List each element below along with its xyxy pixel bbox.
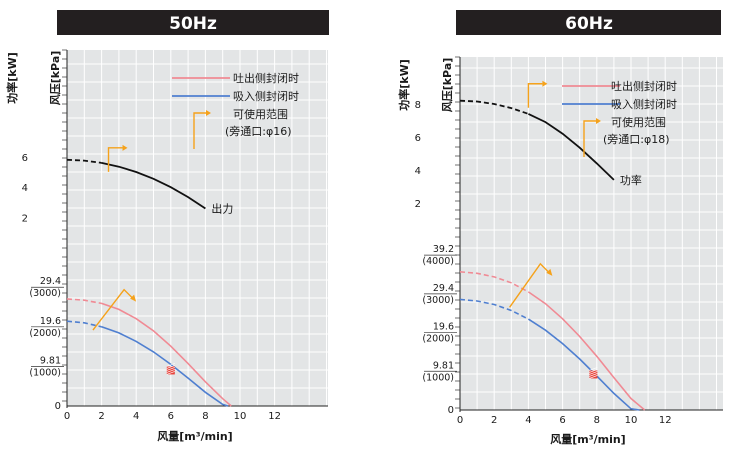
pressure-tick-sublabel: (1000) bbox=[422, 372, 454, 383]
series-line-2 bbox=[528, 113, 615, 181]
test-point-hatch bbox=[166, 369, 175, 373]
series-line-0 bbox=[527, 291, 646, 411]
x-axis-title: 风量[m³/min] bbox=[550, 432, 625, 446]
series-line-dashed-2 bbox=[66, 158, 102, 164]
x-tick-label: 2 bbox=[98, 411, 104, 422]
pressure-tick-label: 29.4 bbox=[40, 276, 61, 287]
pressure-tick-sublabel: (3000) bbox=[29, 288, 61, 299]
test-point-hatch bbox=[589, 373, 598, 377]
x-tick-label: 10 bbox=[234, 411, 247, 422]
series-line-dashed-1 bbox=[66, 320, 102, 328]
x-tick-label: 4 bbox=[133, 411, 139, 422]
x-tick-label: 10 bbox=[625, 415, 638, 426]
usable-range-marker bbox=[527, 83, 543, 108]
series-line-dashed-0 bbox=[459, 271, 529, 293]
legend-label-suction: 吸入侧封闭时 bbox=[233, 89, 299, 103]
x-tick-label: 12 bbox=[268, 411, 281, 422]
legend-label-discharge: 吐出侧封闭时 bbox=[611, 79, 677, 93]
power-tick-label: 2 bbox=[22, 214, 28, 225]
pressure-tick-label: 19.6 bbox=[40, 316, 61, 327]
test-point-marker bbox=[166, 366, 175, 375]
title-bar bbox=[57, 10, 329, 35]
x-tick-label: 8 bbox=[202, 411, 208, 422]
title-bar bbox=[456, 10, 721, 35]
usable-range-bracket-arrow bbox=[546, 268, 553, 276]
power-axis-title: 功率[kW] bbox=[397, 59, 411, 111]
pressure-tick-label: 9.81 bbox=[433, 360, 454, 371]
power-tick-label: 6 bbox=[415, 133, 421, 144]
test-point-hatch bbox=[589, 369, 598, 373]
power-tick-label: 4 bbox=[22, 183, 28, 194]
pressure-tick-sublabel: (1000) bbox=[29, 367, 61, 378]
pressure-tick-sublabel: (4000) bbox=[422, 256, 454, 267]
usable-range-marker-arrow bbox=[542, 80, 548, 87]
pressure-tick-label: 0 bbox=[448, 405, 454, 416]
chart-panel-60hz: 60Hz 0 2 4 6 8 10 12 8 6 4 2 39.2(4000) 29.4(3000) 19.… bbox=[397, 10, 723, 446]
usable-range-marker-arrow bbox=[122, 144, 128, 151]
legend-label-suction: 吸入侧封闭时 bbox=[611, 97, 677, 111]
pressure-tick-label: 0 bbox=[55, 401, 61, 412]
pressure-tick-label: 29.4 bbox=[433, 283, 454, 294]
pressure-tick-label: 19.6 bbox=[433, 322, 454, 333]
x-tick-label: 0 bbox=[64, 411, 70, 422]
legend-label-usable-bypass: (旁通口:φ18) bbox=[603, 132, 670, 146]
x-tick-label: 12 bbox=[659, 415, 672, 426]
legend-label-usable: 可使用范围 bbox=[233, 107, 288, 121]
series-line-1 bbox=[101, 326, 229, 407]
pressure-axis-title: 风压[kPa] bbox=[440, 58, 454, 113]
x-tick-label: 0 bbox=[457, 415, 463, 426]
series-line-2 bbox=[101, 162, 206, 210]
series-line-dashed-2 bbox=[459, 99, 529, 115]
usable-range-bracket bbox=[509, 262, 550, 308]
power-curve-label: 功率 bbox=[620, 173, 642, 187]
series-line-dashed-0 bbox=[66, 298, 102, 305]
power-tick-label: 6 bbox=[22, 153, 28, 164]
test-point-hatch bbox=[589, 375, 598, 379]
test-point-hatch bbox=[166, 363, 175, 367]
x-tick-label: 6 bbox=[559, 415, 565, 426]
x-tick-label: 8 bbox=[594, 415, 600, 426]
power-tick-label: 8 bbox=[415, 100, 421, 111]
power-tick-label: 4 bbox=[415, 166, 421, 177]
usable-range-bracket-arrow bbox=[130, 294, 137, 302]
series-line-0 bbox=[101, 302, 232, 407]
test-point-marker bbox=[589, 370, 598, 379]
pressure-tick-label: 39.2 bbox=[433, 244, 454, 255]
series-line-1 bbox=[527, 318, 640, 411]
test-point-hatch bbox=[166, 365, 175, 369]
x-tick-label: 4 bbox=[525, 415, 531, 426]
pressure-tick-sublabel: (3000) bbox=[422, 295, 454, 306]
plot-area bbox=[67, 50, 328, 406]
power-curve-label: 出力 bbox=[211, 201, 233, 215]
usable-range-marker bbox=[107, 147, 123, 172]
pressure-tick-sublabel: (2000) bbox=[422, 334, 454, 345]
power-axis-title: 功率[kW] bbox=[5, 52, 19, 104]
x-axis-title: 风量[m³/min] bbox=[157, 429, 232, 443]
usable-range-bracket bbox=[92, 288, 134, 331]
legend-label-usable-bypass: (旁通口:φ16) bbox=[225, 124, 292, 138]
legend-usable-symbol bbox=[193, 112, 206, 149]
plot-area bbox=[460, 57, 723, 410]
legend-label-usable: 可使用范围 bbox=[611, 115, 666, 129]
test-point-hatch bbox=[589, 367, 598, 371]
series-line-dashed-1 bbox=[459, 298, 529, 320]
legend-usable-symbol-arrow bbox=[206, 110, 211, 116]
test-point-hatch bbox=[589, 371, 598, 375]
chart-title: 60Hz bbox=[565, 14, 613, 34]
pressure-axis-title: 风压[kPa] bbox=[48, 51, 62, 106]
test-point-hatch bbox=[166, 371, 175, 375]
pressure-tick-label: 9.81 bbox=[40, 355, 61, 366]
x-tick-label: 2 bbox=[491, 415, 497, 426]
chart-panel-50hz: 50Hz 0 2 4 6 8 10 12 6 4 2 29.4(3000) 19.6(2000) 9.81… bbox=[5, 10, 329, 443]
x-tick-label: 6 bbox=[168, 411, 174, 422]
legend-usable-symbol bbox=[583, 120, 596, 157]
legend-usable-symbol-arrow bbox=[596, 118, 601, 124]
legend-label-discharge: 吐出侧封闭时 bbox=[233, 71, 299, 85]
test-point-hatch bbox=[166, 367, 175, 371]
pressure-tick-sublabel: (2000) bbox=[29, 328, 61, 339]
power-tick-label: 2 bbox=[415, 199, 421, 210]
chart-title: 50Hz bbox=[169, 14, 217, 34]
